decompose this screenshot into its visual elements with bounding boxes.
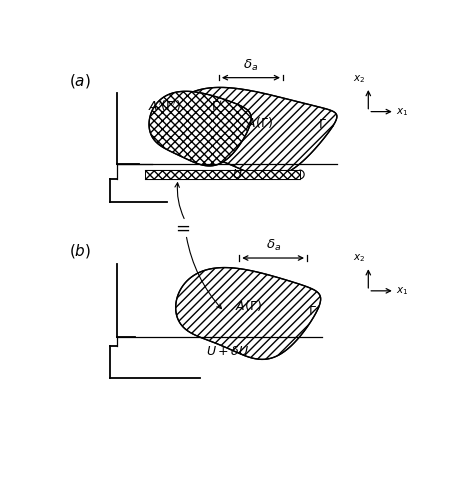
Text: $x_1$: $x_1$: [396, 285, 408, 297]
Text: $\Gamma'$: $\Gamma'$: [210, 100, 222, 114]
Text: $A'(\Gamma')$: $A'(\Gamma')$: [148, 98, 181, 114]
Text: $\Gamma$: $\Gamma$: [317, 118, 326, 131]
Text: $U$: $U$: [231, 168, 242, 181]
Text: $x_2$: $x_2$: [352, 253, 365, 265]
Text: $U+\delta U$: $U+\delta U$: [206, 344, 249, 358]
Text: $\Gamma$: $\Gamma$: [308, 305, 317, 318]
Polygon shape: [149, 91, 251, 166]
Text: $(b)$: $(b)$: [69, 242, 91, 260]
Polygon shape: [144, 170, 299, 179]
Text: $\delta_a$: $\delta_a$: [265, 238, 280, 253]
Text: $x_1$: $x_1$: [396, 106, 408, 118]
Text: $A(\Gamma)$: $A(\Gamma)$: [245, 116, 272, 130]
Polygon shape: [175, 268, 320, 359]
Text: $x_2$: $x_2$: [352, 74, 365, 85]
Polygon shape: [167, 87, 336, 177]
Text: $\delta_a$: $\delta_a$: [243, 58, 258, 73]
Text: $(a)$: $(a)$: [69, 72, 90, 90]
Text: $=$: $=$: [172, 219, 190, 237]
Text: $A(\Gamma)$: $A(\Gamma)$: [234, 298, 261, 314]
